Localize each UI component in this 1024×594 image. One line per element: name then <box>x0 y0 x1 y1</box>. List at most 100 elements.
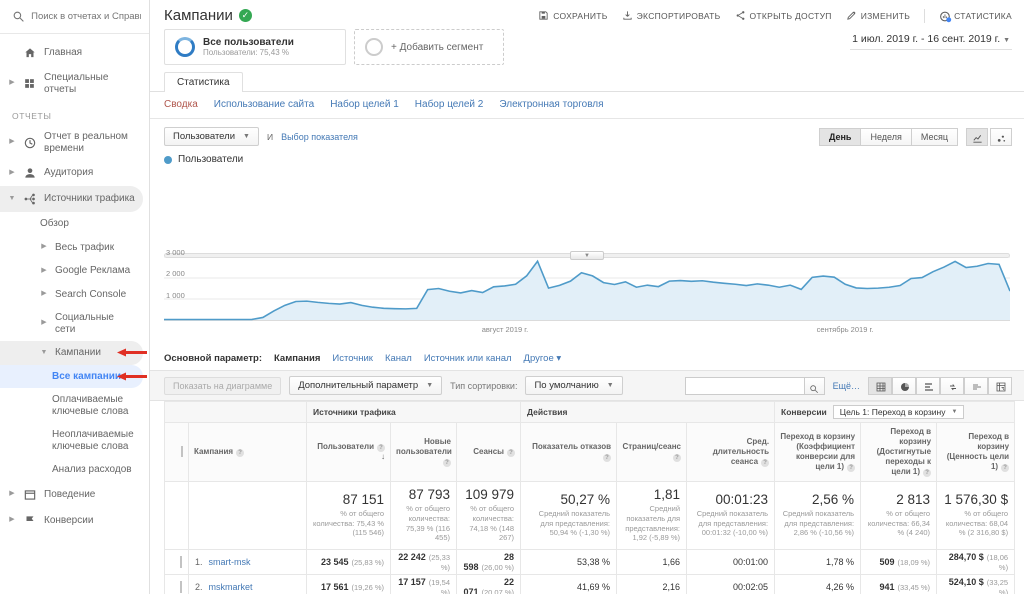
row-checkbox-cell[interactable] <box>164 574 189 594</box>
insights-icon <box>939 10 952 23</box>
row-checkbox[interactable] <box>180 556 182 568</box>
sidebar-item-google-реклама[interactable]: ▶ Google Реклама <box>0 259 143 283</box>
dimension-option-канал[interactable]: Канал <box>384 353 412 364</box>
select-all-checkbox-cell[interactable] <box>164 422 189 482</box>
sidebar-item-отчет-в-реальном-времени[interactable]: ▶ Отчет в реальном времени <box>0 125 143 160</box>
toolbar-button-сохранить[interactable]: СОХРАНИТЬ <box>538 10 607 21</box>
sidebar-item-аудитория[interactable]: ▶ Аудитория <box>0 160 143 186</box>
help-icon[interactable]: ? <box>1001 464 1010 472</box>
sidebar-item-главная[interactable]: Главная <box>0 40 143 66</box>
campaign-link[interactable]: smart-msk <box>208 557 251 567</box>
toolbar-button-открыть доступ[interactable]: ОТКРЫТЬ ДОСТУП <box>735 10 832 21</box>
help-icon[interactable]: ? <box>847 464 856 472</box>
sidebar-item-неоплачиваемые-ключевые-слова[interactable]: Неоплачиваемые ключевые слова <box>0 423 143 458</box>
campaign-name-cell[interactable]: 2. mskmarket <box>188 574 307 594</box>
column-header-1[interactable]: Пользователи ?↓ <box>306 422 391 482</box>
toolbar-button-статистика[interactable]: СТАТИСТИКА <box>939 10 1012 23</box>
column-header-3[interactable]: Сеансы? <box>455 422 522 482</box>
dimension-option-другое-[interactable]: Другое ▾ <box>523 353 562 364</box>
totals-subtext: % от общего количества: 66,34 % (4 240) <box>867 508 931 538</box>
chart-scrubber[interactable]: ▼ <box>164 251 1010 260</box>
users-timeseries-chart[interactable]: ▼ 3 000 2 000 1 000 август 2019 г. сентябрь … <box>164 248 1010 343</box>
group-sources-label: Источники трафика <box>313 407 396 417</box>
row-checkbox-cell[interactable] <box>164 549 189 575</box>
term-cloud-view-button[interactable] <box>964 376 988 395</box>
scrubber-handle-icon[interactable]: ▼ <box>570 251 604 260</box>
select-all-checkbox[interactable] <box>181 446 183 457</box>
cell-percent: (18,09 %) <box>897 558 931 567</box>
toolbar-button-экспортировать[interactable]: ЭКСПОРТИРОВАТЬ <box>622 10 721 21</box>
segment-all-users[interactable]: Все пользователи Пользователи: 75,43 % <box>164 29 346 65</box>
column-header-2[interactable]: Новые пользователи? <box>390 422 457 482</box>
table-search-input[interactable] <box>684 376 805 395</box>
campaigns-table: Источники трафика Действия Конверсии Цель 1… <box>164 401 1016 594</box>
advanced-search-link[interactable]: Ещё… <box>832 380 860 391</box>
column-header-9[interactable]: Переход в корзину (Ценность цели 1)? <box>936 422 1016 482</box>
column-header-8[interactable]: Переход в корзину (Достигнутые переходы … <box>860 422 938 482</box>
campaign-link[interactable]: mskmarket <box>208 582 253 592</box>
sidebar-item-конверсии[interactable]: ▶ Конверсии <box>0 508 143 534</box>
subtab-использование-сайта[interactable]: Использование сайта <box>213 99 315 110</box>
totals-metric-8: 1 576,30 $% от общего количества: 68,04 … <box>936 481 1016 550</box>
comparison-view-button[interactable] <box>940 376 964 395</box>
help-icon[interactable]: ? <box>443 459 451 467</box>
campaign-name-cell[interactable]: 1. smart-msk <box>188 549 307 575</box>
motion-chart-view-button[interactable] <box>990 127 1012 146</box>
chart-canvas[interactable] <box>164 257 1010 321</box>
column-header-7[interactable]: Переход в корзину (Коэффициент конверсии… <box>774 422 862 482</box>
dimension-option-источник[interactable]: Источник <box>332 353 373 364</box>
table-search-button[interactable] <box>804 376 825 395</box>
row-checkbox[interactable] <box>180 581 182 593</box>
help-icon[interactable]: ? <box>236 449 245 457</box>
sidebar-item-специальные-отчеты[interactable]: ▶ Специальные отчеты <box>0 66 143 101</box>
column-header-4[interactable]: Показатель отказов? <box>520 422 618 482</box>
subtab-набор-целей-2[interactable]: Набор целей 2 <box>414 99 484 110</box>
toolbar-button-label: ИЗМЕНИТЬ <box>860 10 911 21</box>
sidebar-item-весь-трафик[interactable]: ▶ Весь трафик <box>0 236 143 260</box>
sidebar-item-все-кампании[interactable]: Все кампании <box>0 364 143 388</box>
toolbar-button-изменить[interactable]: ИЗМЕНИТЬ <box>846 10 910 21</box>
line-chart-view-button[interactable] <box>966 127 988 146</box>
table-view-button[interactable] <box>868 376 892 395</box>
totals-checkbox-cell <box>164 481 189 550</box>
sidebar-item-оплачиваемые-ключевые-слова[interactable]: Оплачиваемые ключевые слова <box>0 388 143 423</box>
granularity-месяц[interactable]: Месяц <box>911 127 958 146</box>
help-icon[interactable]: ? <box>507 449 516 457</box>
goal-select[interactable]: Цель 1: Переход в корзину ▼ <box>832 405 965 419</box>
metric-select[interactable]: Пользователи ▼ <box>164 127 259 146</box>
performance-view-button[interactable] <box>916 376 940 395</box>
sidebar-item-социальные-сети[interactable]: ▶ Социальные сети <box>0 306 143 341</box>
subtab-электронная-торговля[interactable]: Электронная торговля <box>499 99 604 110</box>
help-icon[interactable]: ? <box>673 454 682 462</box>
date-range-picker[interactable]: 1 июл. 2019 г. - 16 сент. 2019 г. ▼ <box>850 29 1012 50</box>
help-icon[interactable]: ? <box>761 459 770 467</box>
column-header-6[interactable]: Сред. длительность сеанса? <box>686 422 776 482</box>
help-icon[interactable]: ? <box>603 454 612 462</box>
sidebar-search[interactable]: Поиск в отчетах и Справке <box>0 0 149 34</box>
subtab-сводка[interactable]: Сводка <box>164 99 198 110</box>
help-icon[interactable]: ? <box>923 469 932 477</box>
granularity-день[interactable]: День <box>818 127 862 146</box>
sidebar-item-кампании[interactable]: ▼ Кампании <box>0 341 143 365</box>
dimension-option-источник-или-канал[interactable]: Источник или канал <box>423 353 512 364</box>
dimension-option-кампания[interactable]: Кампания <box>274 353 321 364</box>
select-metric-link[interactable]: Выбор показателя <box>281 131 358 142</box>
cell-percent: (19,54 %) <box>428 578 450 594</box>
secondary-dimension-select[interactable]: Дополнительный параметр ▼ <box>289 376 443 395</box>
sidebar-item-источники-трафика[interactable]: ▼ Источники трафика <box>0 186 143 212</box>
help-icon[interactable]: ? <box>377 444 385 452</box>
sidebar-item-обзор[interactable]: Обзор <box>0 212 143 236</box>
pivot-view-button[interactable] <box>988 376 1012 395</box>
percent-view-button[interactable] <box>892 376 916 395</box>
plot-rows-button[interactable]: Показать на диаграмме <box>164 376 282 395</box>
sidebar-item-анализ-расходов[interactable]: Анализ расходов <box>0 458 143 482</box>
granularity-неделя[interactable]: Неделя <box>861 127 912 146</box>
sidebar-item-поведение[interactable]: ▶ Поведение <box>0 482 143 508</box>
column-header-5[interactable]: Страниц/сеанс? <box>616 422 688 482</box>
subtab-набор-целей-1[interactable]: Набор целей 1 <box>330 99 399 110</box>
tab-statistics[interactable]: Статистика <box>164 72 243 92</box>
sort-type-select[interactable]: По умолчанию ▼ <box>525 376 623 395</box>
add-segment-button[interactable]: + Добавить сегмент <box>354 29 504 65</box>
sidebar-item-search-console[interactable]: ▶ Search Console <box>0 283 143 307</box>
column-header-campaign[interactable]: Кампания? <box>188 422 307 482</box>
